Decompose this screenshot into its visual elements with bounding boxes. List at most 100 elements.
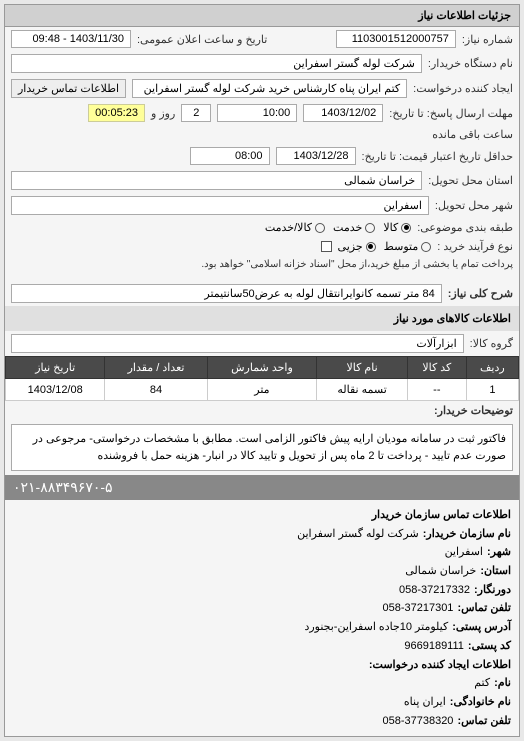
- panel-title: جزئیات اطلاعات نیاز: [5, 5, 519, 27]
- row-goods-group: گروه کالا: ابزارآلات: [5, 331, 519, 356]
- radio-icon: [315, 223, 325, 233]
- category-label: طبقه بندی موضوعی:: [417, 221, 513, 234]
- process-radio-group: متوسط جزیی: [338, 240, 432, 253]
- goods-table: ردیف کد کالا نام کالا واحد شمارش تعداد /…: [5, 356, 519, 401]
- contact-phone-label: تلفن تماس:: [457, 599, 511, 618]
- radio-icon: [421, 242, 431, 252]
- row-deadline: مهلت ارسال پاسخ: تا تاریخ: 1403/12/02 10…: [5, 101, 519, 144]
- description-label: توضیحات خریدار:: [434, 404, 513, 417]
- creator-value: کتم ایران پناه کارشناس خرید شرکت لوله گس…: [132, 79, 407, 98]
- contact-org-value: شرکت لوله گستر اسفراین: [297, 525, 419, 544]
- contact-address-label: آدرس پستی:: [452, 618, 511, 637]
- row-need-title: شرح کلی نیاز: 84 متر تسمه کانوایرانتقال …: [5, 281, 519, 306]
- buyer-contact-button[interactable]: اطلاعات تماس خریدار: [11, 79, 126, 98]
- category-radio-group: کالا خدمت کالا/خدمت: [265, 221, 411, 234]
- contact-postal-label: کد پستی:: [468, 637, 511, 656]
- row-buyer-org: نام دستگاه خریدار: شرکت لوله گستر اسفرای…: [5, 51, 519, 76]
- row-validity: حداقل تاریخ اعتبار قیمت: تا تاریخ: 1403/…: [5, 144, 519, 168]
- deadline-date: 1403/12/02: [303, 104, 383, 122]
- creator-phone-value: 058-37738320: [382, 712, 453, 731]
- remaining-label: ساعت باقی مانده: [432, 128, 513, 141]
- city-value: اسفراین: [11, 196, 429, 215]
- contact-postal-value: 9669189111: [404, 637, 464, 656]
- row-request-number: شماره نیاز: 1103001512000757 تاریخ و ساع…: [5, 27, 519, 51]
- contact-city-value: اسفراین: [445, 543, 483, 562]
- td-date: 1403/12/08: [6, 379, 105, 401]
- request-number-label: شماره نیاز:: [462, 33, 513, 46]
- process-opt-0: متوسط: [384, 240, 419, 253]
- request-number-value: 1103001512000757: [336, 30, 456, 48]
- city-label: شهر محل تحویل:: [435, 199, 513, 212]
- th-unit: واحد شمارش: [207, 357, 317, 379]
- contact-address-value: کیلومتر 10جاده اسفراین-بجنورد: [304, 618, 448, 637]
- table-row: 1 -- تسمه نقاله متر 84 1403/12/08: [6, 379, 519, 401]
- creator-info-title: اطلاعات ایجاد کننده درخواست:: [369, 656, 511, 675]
- row-creator: ایجاد کننده درخواست: کتم ایران پناه کارش…: [5, 76, 519, 101]
- creator-family-value: ایران پناه: [404, 693, 446, 712]
- category-opt-0: کالا: [383, 221, 398, 234]
- contact-title: اطلاعات تماس سازمان خریدار: [372, 506, 511, 525]
- remaining-day-label: روز و: [151, 107, 175, 120]
- creator-phone-label: تلفن تماس:: [457, 712, 511, 731]
- td-qty: 84: [105, 379, 207, 401]
- table-header-row: ردیف کد کالا نام کالا واحد شمارش تعداد /…: [6, 357, 519, 379]
- contact-phone-value: 058-37217301: [382, 599, 453, 618]
- process-radio-medium[interactable]: متوسط: [384, 240, 432, 253]
- goods-group-label: گروه کالا:: [470, 337, 513, 350]
- row-process: نوع فرآیند خرید : متوسط جزیی پرداخت تمام…: [5, 237, 519, 273]
- td-name: تسمه نقاله: [317, 379, 408, 401]
- province-label: استان محل تحویل:: [428, 174, 513, 187]
- contact-fax-value: 058-37217332: [399, 581, 470, 600]
- category-radio-both[interactable]: کالا/خدمت: [265, 221, 325, 234]
- contact-section: اطلاعات تماس سازمان خریدار نام سازمان خر…: [5, 500, 519, 736]
- process-radio-minor[interactable]: جزیی: [338, 240, 376, 253]
- process-label: نوع فرآیند خرید :: [437, 240, 513, 253]
- validity-time: 08:00: [190, 147, 270, 165]
- process-note: پرداخت تمام یا بخشی از مبلغ خرید،از محل …: [201, 259, 513, 270]
- radio-icon: [365, 223, 375, 233]
- announce-label: تاریخ و ساعت اعلان عمومی:: [137, 33, 267, 46]
- th-qty: تعداد / مقدار: [105, 357, 207, 379]
- goods-group-value: ابزارآلات: [11, 334, 464, 353]
- contact-org-label: نام سازمان خریدار:: [423, 525, 511, 544]
- remaining-days: 2: [181, 104, 211, 122]
- validity-date: 1403/12/28: [276, 147, 356, 165]
- contact-province-label: استان:: [480, 562, 511, 581]
- contact-fax-label: دورنگار:: [474, 581, 511, 600]
- td-unit: متر: [207, 379, 317, 401]
- th-code: کد کالا: [407, 357, 466, 379]
- province-value: خراسان شمالی: [11, 171, 422, 190]
- category-opt-1: خدمت: [333, 221, 362, 234]
- details-panel: جزئیات اطلاعات نیاز شماره نیاز: 11030015…: [4, 4, 520, 737]
- validity-label: حداقل تاریخ اعتبار قیمت: تا تاریخ:: [362, 150, 513, 163]
- row-category: طبقه بندی موضوعی: کالا خدمت کالا/خدمت: [5, 218, 519, 237]
- creator-name-label: نام:: [494, 674, 511, 693]
- creator-family-label: نام خانوادگی:: [450, 693, 511, 712]
- need-title-label: شرح کلی نیاز:: [448, 287, 513, 300]
- row-province: استان محل تحویل: خراسان شمالی: [5, 168, 519, 193]
- goods-section-title: اطلاعات کالاهای مورد نیاز: [5, 306, 519, 331]
- process-opt-1: جزیی: [338, 240, 363, 253]
- phone-display: ۰۲۱-۸۸۳۴۹۶۷۰-۵: [5, 475, 519, 500]
- creator-label: ایجاد کننده درخواست:: [413, 82, 513, 95]
- category-radio-goods[interactable]: کالا: [383, 221, 411, 234]
- announce-value: 1403/11/30 - 09:48: [11, 30, 131, 48]
- buyer-org-label: نام دستگاه خریدار:: [428, 57, 513, 70]
- buyer-org-value: شرکت لوله گستر اسفراین: [11, 54, 422, 73]
- deadline-time: 10:00: [217, 104, 297, 122]
- remaining-time: 00:05:23: [88, 104, 145, 122]
- td-row: 1: [466, 379, 518, 401]
- row-description: توضیحات خریدار:: [5, 401, 519, 420]
- radio-icon: [401, 223, 411, 233]
- need-title-value: 84 متر تسمه کانوایرانتقال لوله به عرض50س…: [11, 284, 442, 303]
- treasury-checkbox[interactable]: [321, 241, 332, 252]
- deadline-label: مهلت ارسال پاسخ: تا تاریخ:: [389, 107, 513, 120]
- contact-province-value: خراسان شمالی: [405, 562, 476, 581]
- contact-city-label: شهر:: [487, 543, 511, 562]
- th-row: ردیف: [466, 357, 518, 379]
- th-date: تاریخ نیاز: [6, 357, 105, 379]
- category-radio-service[interactable]: خدمت: [333, 221, 375, 234]
- th-name: نام کالا: [317, 357, 408, 379]
- category-opt-2: کالا/خدمت: [265, 221, 312, 234]
- radio-icon: [366, 242, 376, 252]
